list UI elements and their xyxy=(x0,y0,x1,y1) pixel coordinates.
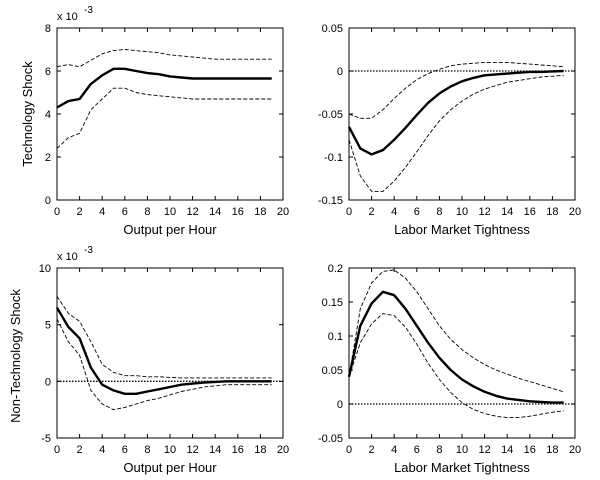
confidence-band-line xyxy=(348,269,564,393)
x-tick-label: 0 xyxy=(54,206,60,218)
x-tick-label: 18 xyxy=(254,444,266,456)
x-tick-label: 8 xyxy=(436,206,442,218)
x-tick-label: 4 xyxy=(391,206,397,218)
y-tick-label: 8 xyxy=(45,23,51,35)
y-scale-exponent: -3 xyxy=(84,5,93,16)
y-tick-label: 10 xyxy=(39,263,51,275)
row-label-non-technology-shock: Non-Technology Shock xyxy=(8,289,23,423)
y-scale-label: x 10 xyxy=(57,251,78,263)
chart-panel-4: 0 2 4 6 8 10 12 14 16 18 200.20.150.10.050-0.05Lab… xyxy=(318,263,581,475)
y-tick-label: -5 xyxy=(41,433,51,445)
x-tick-label: 0 xyxy=(54,444,60,456)
y-tick-label: 5 xyxy=(45,320,51,332)
y-tick-label: -0.05 xyxy=(318,109,343,121)
x-tick-label: 12 xyxy=(186,444,198,456)
x-axis-label: Labor Market Tightness xyxy=(394,460,530,475)
x-tick-label: 10 xyxy=(164,444,176,456)
x-tick-label: 10 xyxy=(456,444,468,456)
y-tick-label: -0.1 xyxy=(324,152,343,164)
x-tick-label: 4 xyxy=(391,444,397,456)
y-scale-label: x 10 xyxy=(57,11,78,23)
confidence-band-line xyxy=(56,87,272,149)
x-tick-label: 6 xyxy=(122,206,128,218)
confidence-band-line xyxy=(56,49,272,68)
x-tick-label: 8 xyxy=(144,444,150,456)
x-tick-label: 12 xyxy=(186,206,198,218)
x-tick-label: 18 xyxy=(546,444,558,456)
confidence-band-line xyxy=(56,318,272,411)
x-tick-label: 16 xyxy=(524,444,536,456)
y-tick-label: 0.15 xyxy=(322,297,343,309)
x-axis-label: Labor Market Tightness xyxy=(394,222,530,237)
y-tick-label: 0.05 xyxy=(322,365,343,377)
y-tick-label: 2 xyxy=(45,152,51,164)
confidence-band-line xyxy=(348,74,564,192)
x-tick-label: 12 xyxy=(478,206,490,218)
x-tick-label: 2 xyxy=(369,444,375,456)
x-tick-label: 16 xyxy=(232,206,244,218)
x-tick-label: 16 xyxy=(524,206,536,218)
x-tick-label: 20 xyxy=(569,206,581,218)
row-label-technology-shock: Technology Shock xyxy=(20,61,35,167)
impulse-response-line xyxy=(55,307,272,395)
confidence-band-line xyxy=(56,296,272,379)
y-scale-exponent: -3 xyxy=(84,245,93,256)
x-tick-label: 2 xyxy=(369,206,375,218)
x-tick-label: 14 xyxy=(501,206,513,218)
impulse-response-line xyxy=(347,290,564,404)
x-tick-label: 20 xyxy=(277,206,289,218)
plot-frame xyxy=(348,27,576,201)
y-tick-label: 0 xyxy=(45,195,51,207)
x-tick-label: 6 xyxy=(414,444,420,456)
x-tick-label: 2 xyxy=(77,206,83,218)
x-tick-label: 16 xyxy=(232,444,244,456)
x-tick-label: 0 xyxy=(346,206,352,218)
plot-frame xyxy=(56,267,284,439)
y-tick-label: 4 xyxy=(45,109,51,121)
y-tick-label: 0.1 xyxy=(328,331,343,343)
x-tick-label: 18 xyxy=(254,206,266,218)
confidence-band-line xyxy=(348,313,564,419)
x-tick-label: 6 xyxy=(122,444,128,456)
x-tick-label: 4 xyxy=(99,444,105,456)
x-tick-label: 2 xyxy=(77,444,83,456)
y-tick-label: 0.05 xyxy=(322,23,343,35)
x-tick-label: 12 xyxy=(478,444,490,456)
x-tick-label: 20 xyxy=(569,444,581,456)
y-tick-label: 0 xyxy=(337,66,343,78)
x-tick-label: 10 xyxy=(456,206,468,218)
x-axis-label: Output per Hour xyxy=(123,222,217,237)
x-tick-label: 14 xyxy=(209,206,221,218)
chart-panel-2: 0 2 4 6 8 10 12 14 16 18 20 0.05 0 -0.05 -0.1 -0.15 Labo… xyxy=(318,23,581,237)
x-tick-label: 20 xyxy=(277,444,289,456)
x-axis-label: Output per Hour xyxy=(123,460,217,475)
x-tick-label: 6 xyxy=(414,206,420,218)
x-tick-label: 14 xyxy=(209,444,221,456)
y-tick-label: 0 xyxy=(45,376,51,388)
x-tick-label: 4 xyxy=(99,206,105,218)
y-tick-label: 0.2 xyxy=(328,263,343,275)
x-tick-label: 8 xyxy=(436,444,442,456)
x-tick-label: 8 xyxy=(144,206,150,218)
x-tick-label: 10 xyxy=(164,206,176,218)
plot-frame xyxy=(56,27,284,201)
y-tick-label: -0.15 xyxy=(318,195,343,207)
y-tick-label: 6 xyxy=(45,66,51,78)
impulse-response-line xyxy=(56,67,272,109)
chart-panel-1: 0 2 4 6 8 10 12 14 16 18 20 0 2 4 6 8 Output per Hour x 1… xyxy=(45,5,289,237)
x-tick-label: 14 xyxy=(501,444,513,456)
y-tick-label: -0.05 xyxy=(318,433,343,445)
impulse-response-line xyxy=(347,69,564,156)
x-tick-label: 18 xyxy=(546,206,558,218)
y-tick-label: 0 xyxy=(337,399,343,411)
x-tick-label: 0 xyxy=(346,444,352,456)
